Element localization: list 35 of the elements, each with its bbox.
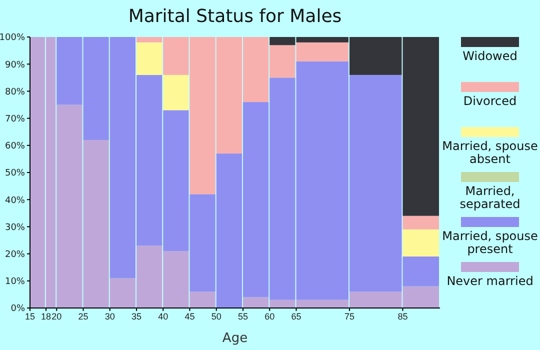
x-tick-label: 35 — [131, 311, 142, 322]
x-tick-label: 15 — [24, 311, 36, 322]
legend-label: Widowed — [462, 49, 518, 63]
bar — [136, 42, 162, 75]
y-tick-label: 90% — [4, 60, 26, 70]
x-tick-label: 55 — [238, 311, 248, 322]
x-tick-label: 18 — [40, 311, 51, 322]
y-tick-label: 40% — [4, 196, 26, 206]
legend-label: Never married — [446, 274, 534, 288]
x-tick-label: 50 — [211, 311, 222, 322]
y-tick-label: 10% — [4, 277, 26, 288]
y-tick-label: 20% — [4, 250, 26, 260]
y-tick-label: 0% — [10, 304, 26, 314]
y-tick-label: 80% — [4, 87, 26, 98]
legend-label: Married, spouse present — [442, 229, 538, 256]
bar — [163, 74, 189, 110]
x-tick-label: 60 — [264, 311, 275, 322]
x-tick-label: 30 — [104, 311, 115, 322]
x-tick-label: 20 — [52, 311, 62, 322]
y-tick-label: 50% — [4, 168, 26, 179]
x-tick-label: 45 — [184, 311, 195, 322]
y-tick-label: 60% — [4, 142, 26, 152]
x-tick-label: 40 — [158, 311, 168, 322]
legend-label: Married, spouse absent — [442, 139, 538, 166]
legend-label: Divorced — [463, 94, 517, 108]
y-tick-label: 30% — [4, 222, 26, 233]
chart-title: Marital Status for Males — [127, 6, 343, 27]
x-tick-label: 75 — [344, 311, 354, 322]
x-tick-label: 65 — [291, 311, 302, 322]
y-tick-label: 100% — [0, 33, 26, 44]
y-tick-label: 70% — [4, 114, 26, 124]
x-tick-label: 25 — [78, 311, 88, 322]
x-tick-label: 85 — [398, 311, 408, 322]
legend-label: Married, separated — [458, 184, 522, 211]
x-axis-title: Age — [222, 331, 248, 346]
